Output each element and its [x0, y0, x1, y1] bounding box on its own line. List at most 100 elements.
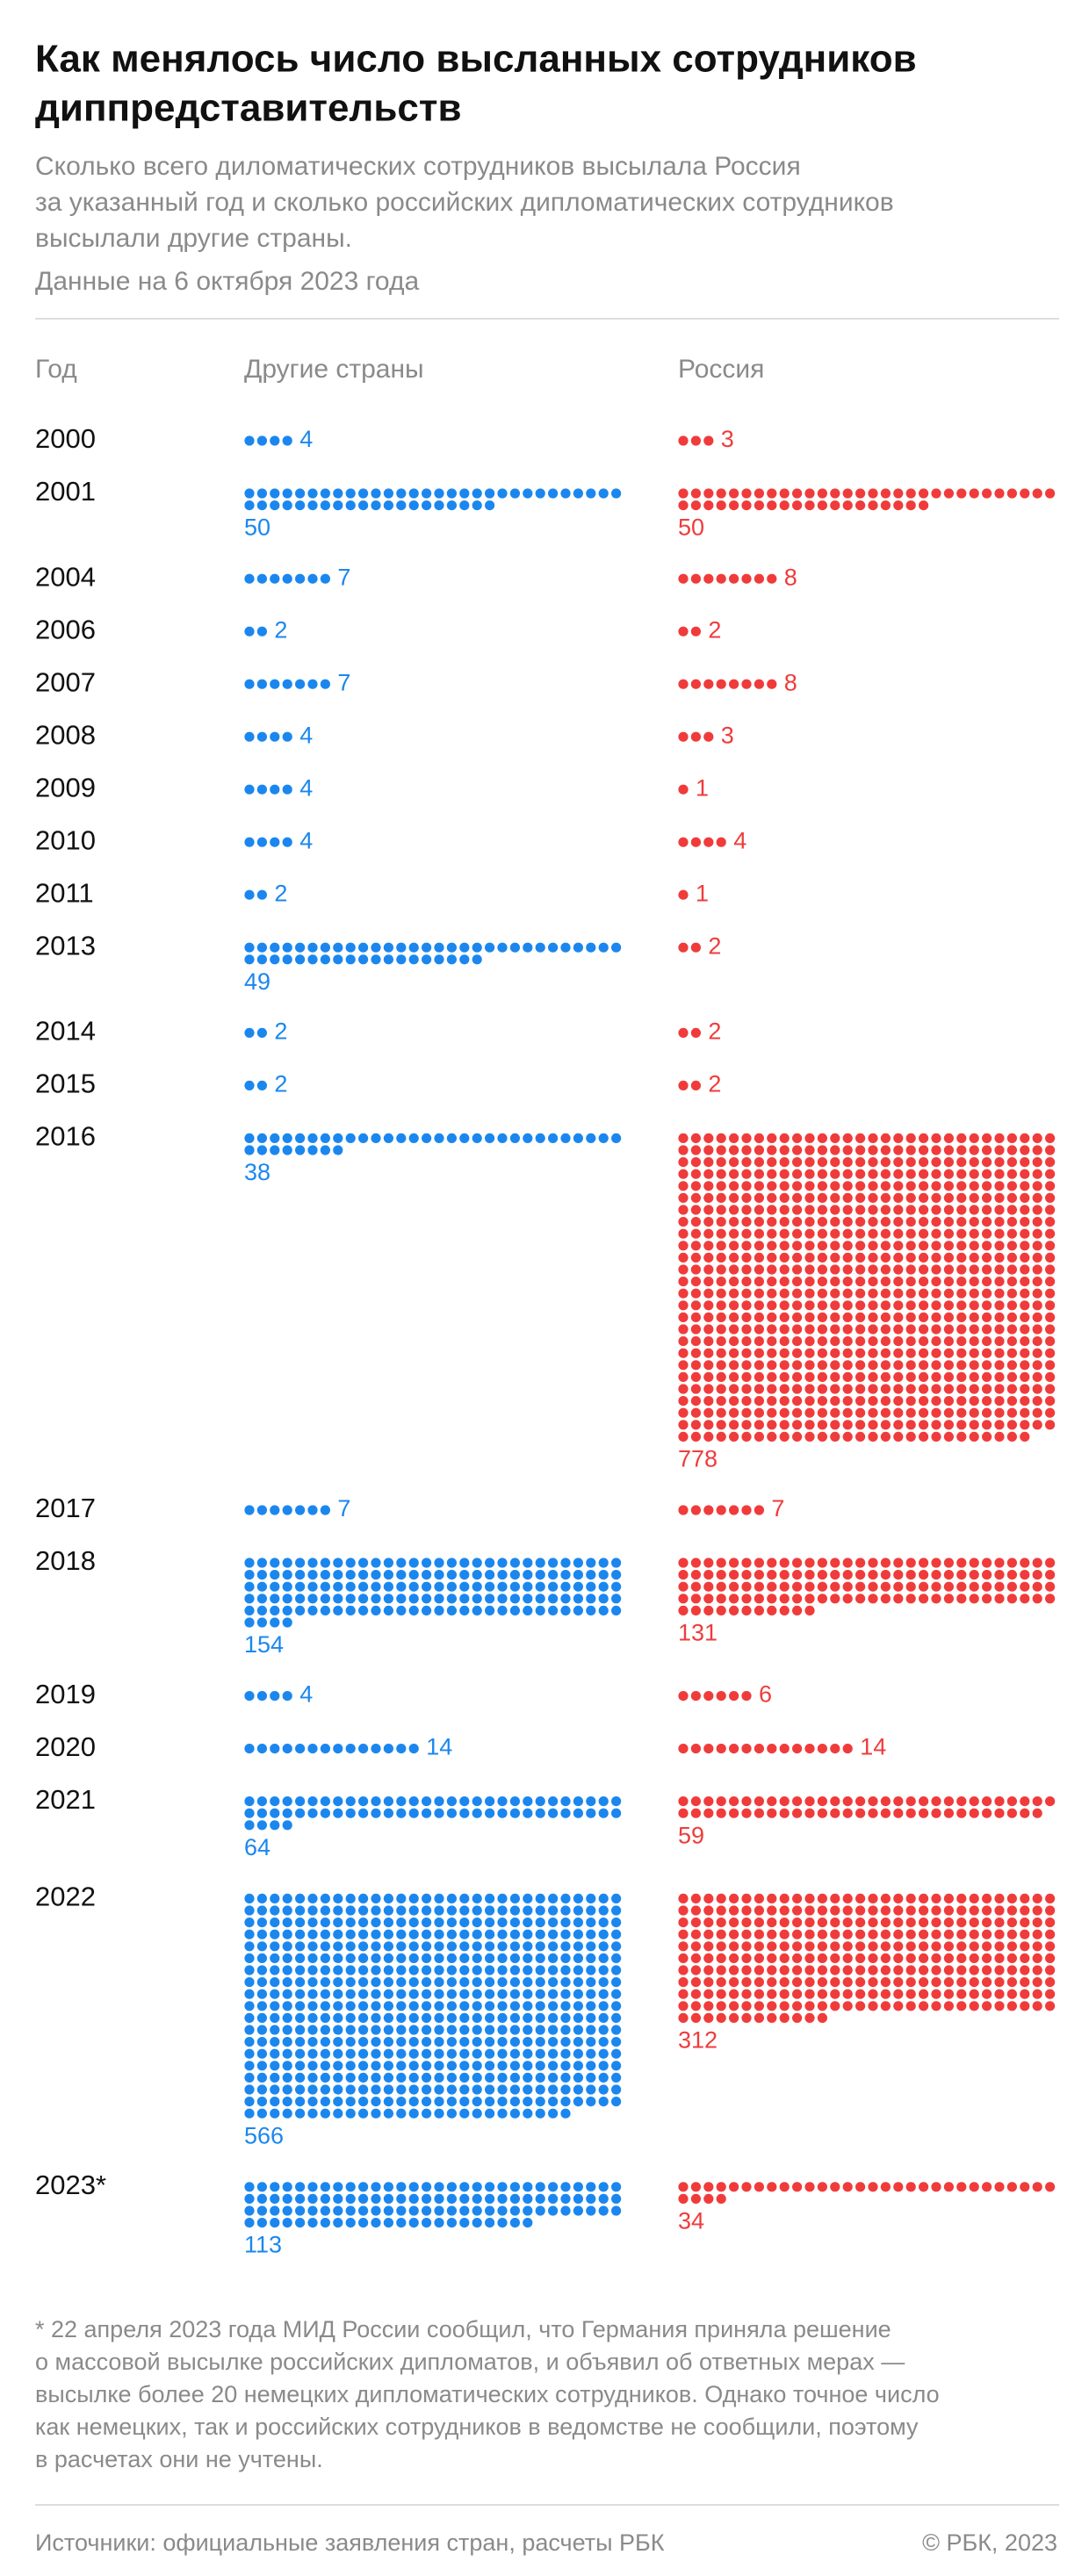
unit-dot — [779, 1396, 790, 1407]
unit-dot — [256, 2218, 267, 2228]
unit-dot — [333, 1977, 343, 1988]
unit-dot — [690, 488, 702, 499]
unit-dot — [842, 1796, 853, 1807]
unit-dot — [509, 1929, 521, 1939]
unit-dot — [408, 2012, 419, 2023]
unit-dot — [333, 2061, 343, 2071]
unit-dot — [931, 1324, 941, 1335]
unit-dot — [320, 1989, 330, 1999]
unit-dot — [422, 1977, 432, 1988]
unit-dot — [1045, 1360, 1056, 1371]
unit-dot — [931, 1277, 941, 1287]
unit-dot — [817, 1252, 828, 1263]
unit-dot — [371, 2182, 381, 2192]
unit-dot — [931, 1893, 941, 1903]
unit-dot — [244, 1581, 255, 1592]
unit-dot — [703, 1691, 714, 1702]
unit-dot — [868, 1965, 878, 1975]
unit-dot — [1006, 1145, 1017, 1155]
unit-dot — [509, 942, 521, 953]
unit-dot — [716, 1192, 726, 1203]
unit-dot — [244, 1918, 255, 1928]
unit-dot — [817, 1145, 828, 1155]
unit-dot — [779, 1157, 790, 1168]
unit-dot — [931, 1581, 941, 1592]
unit-dot — [383, 2061, 393, 2071]
unit-dot — [446, 1953, 457, 1963]
unit-dot — [611, 1558, 622, 1568]
unit-dot — [509, 2182, 521, 2192]
unit-dot — [880, 500, 891, 511]
unit-dot — [716, 1264, 726, 1275]
unit-dot — [1045, 1288, 1056, 1299]
unit-dot — [282, 1977, 292, 1988]
unit-dot — [446, 1605, 457, 1615]
unit-dot — [485, 1808, 495, 1818]
unit-dot — [943, 1929, 954, 1939]
unit-dot — [842, 2001, 853, 2011]
unit-dot — [509, 1808, 521, 1818]
unit-dot — [256, 435, 267, 446]
unit-dot — [880, 1581, 891, 1592]
unit-dot — [741, 1360, 752, 1371]
unit-dot — [905, 1371, 916, 1382]
unit-dot — [779, 2182, 790, 2192]
unit-dot — [842, 1252, 853, 1263]
unit-dot — [535, 2012, 545, 2023]
unit-dot — [472, 2084, 482, 2095]
unit-dot — [690, 1558, 702, 1568]
unit-dot — [767, 2182, 777, 2192]
unit-dot — [270, 679, 280, 689]
unit-dot — [956, 1324, 967, 1335]
unit-dot — [969, 1581, 979, 1592]
unit-dot — [434, 2001, 444, 2011]
unit-dot — [855, 1384, 866, 1394]
unit-dot — [969, 1905, 979, 1916]
unit-dot — [1032, 1965, 1042, 1975]
unit-dot — [703, 1336, 714, 1347]
unit-dot — [804, 1300, 815, 1311]
unit-dot — [893, 2001, 904, 2011]
unit-dot — [396, 1808, 407, 1818]
unit-dot — [1032, 1288, 1042, 1299]
unit-dot — [703, 1133, 714, 1143]
unit-dot — [690, 1169, 702, 1179]
unit-dot — [994, 1431, 1005, 1442]
unit-dot — [535, 1570, 545, 1580]
title: Как менялось число высланных сотрудников — [35, 38, 917, 81]
unit-dot — [982, 1977, 992, 1988]
unit-dot — [345, 2205, 356, 2216]
unit-dot — [855, 1953, 866, 1963]
unit-dot — [741, 1205, 752, 1215]
unit-dot — [1006, 1288, 1017, 1299]
unit-dot — [295, 2084, 306, 2095]
unit-dot — [678, 679, 689, 689]
unit-dot — [830, 1965, 840, 1975]
unit-dot — [598, 1918, 609, 1928]
unit-dot — [830, 1169, 840, 1179]
unit-dot — [485, 2205, 495, 2216]
unit-dot — [485, 1941, 495, 1952]
unit-dot — [244, 942, 255, 953]
value-label: 14 — [426, 1734, 452, 1760]
unit-dot — [446, 1918, 457, 1928]
unit-dot — [282, 1989, 292, 1999]
unit-dot — [598, 1570, 609, 1580]
unit-dot — [994, 1217, 1005, 1227]
unit-dot — [919, 1336, 929, 1347]
unit-dot — [868, 1277, 878, 1287]
unit-dot — [830, 1264, 840, 1275]
unit-dot — [523, 2048, 533, 2059]
unit-dot — [333, 1929, 343, 1939]
unit-dot — [422, 1558, 432, 1568]
unit-dot — [678, 1080, 689, 1090]
unit-dot — [320, 1808, 330, 1818]
value-label: 2 — [274, 616, 287, 643]
unit-dot — [497, 1570, 508, 1580]
unit-dot — [817, 1205, 828, 1215]
unit-dot — [767, 1570, 777, 1580]
unit-dot — [779, 1977, 790, 1988]
unit-dot — [982, 1288, 992, 1299]
value-label: 50 — [244, 514, 270, 541]
unit-dot — [893, 1570, 904, 1580]
